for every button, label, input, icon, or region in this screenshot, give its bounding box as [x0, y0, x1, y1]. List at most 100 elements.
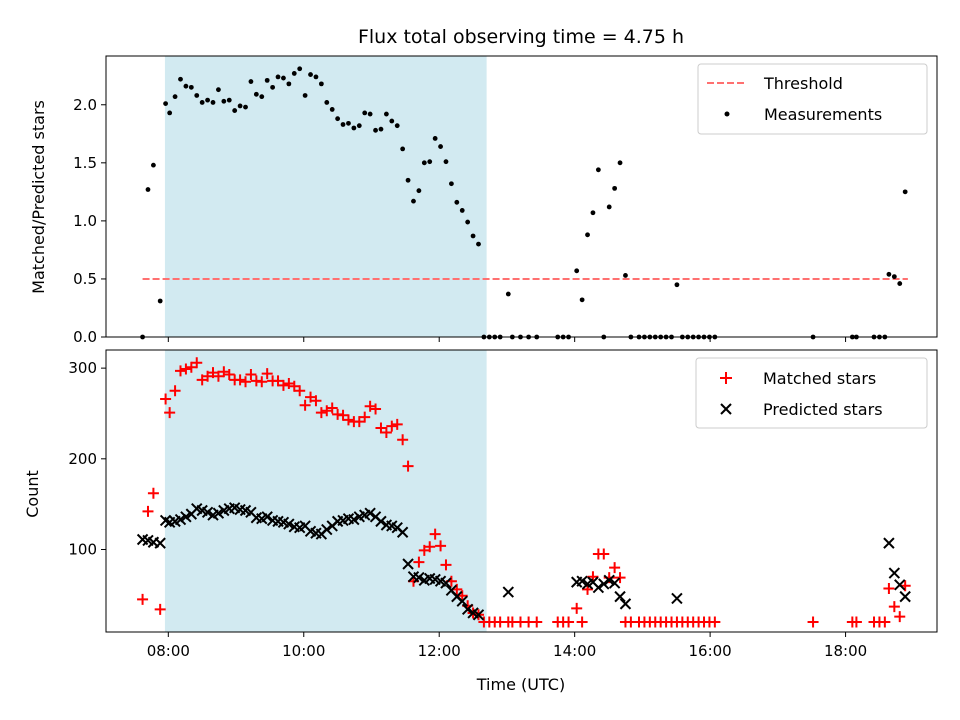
measurement-point [199, 100, 205, 105]
matched-star-point [424, 541, 436, 553]
measurement-point [421, 160, 427, 166]
matched-star-point [576, 616, 588, 628]
measurement-point [313, 74, 319, 80]
matched-star-point [326, 402, 338, 414]
matched-star-point [609, 562, 621, 574]
counts-x-axis: 08:00 10:00 12:00 14:00 16:00 18:00 [147, 632, 867, 660]
matched-star-point [440, 559, 452, 571]
measurement-point [590, 210, 596, 216]
y-tick-label: 0.5 [73, 270, 97, 288]
measurement-point [210, 100, 216, 105]
counts-shaded-interval [164, 350, 487, 632]
matched-star-point [531, 616, 543, 628]
measurement-point [470, 233, 476, 239]
measurement-point [205, 97, 210, 103]
legend-predicted-swatch [720, 403, 732, 415]
measurement-point [243, 104, 248, 110]
counts-legend-box [695, 357, 928, 429]
predicted-star-point [576, 575, 588, 587]
measurement-point [411, 198, 416, 204]
measurement-point [259, 94, 265, 100]
y-tick-label: 200 [68, 450, 97, 468]
chart-title: Flux total observing time = 4.75 h [358, 26, 684, 48]
measurement-point [574, 268, 580, 274]
counts-panel: 100 200 300 08:00 10:00 12:00 14:00 16:00 18:00… [23, 349, 938, 694]
predicted-star-point [614, 590, 626, 603]
y-tick-label: 1.5 [73, 154, 97, 172]
matched-star-point [894, 611, 906, 623]
measurement-point [253, 91, 259, 97]
measurement-point [476, 241, 481, 247]
matched-star-point [397, 434, 409, 446]
measurement-point [454, 199, 460, 205]
legend-measurements-swatch [724, 111, 730, 117]
matched-star-point [223, 368, 235, 380]
matched-star-point [571, 602, 583, 614]
predicted-star-point [671, 592, 683, 605]
measurement-point [416, 188, 422, 194]
measurement-point [623, 273, 628, 278]
measurement-point [163, 101, 168, 107]
matched-star-point [180, 363, 192, 375]
predicted-star-point [461, 603, 474, 616]
ratio-panel: 0.00.51.01.52.0 Matched/Predicted stars … [29, 55, 938, 346]
x-tick-label: 14:00 [553, 642, 596, 660]
x-tick-label: 08:00 [147, 642, 190, 660]
matched-star-point [370, 403, 382, 415]
matched-star-point [380, 427, 392, 439]
matched-star-point [234, 374, 246, 386]
matched-star-point [342, 414, 354, 426]
predicted-star-point [598, 578, 610, 590]
y-tick-label: 300 [68, 359, 97, 377]
predicted-stars-series [136, 502, 911, 621]
measurement-point [351, 125, 357, 131]
matched-star-point [587, 571, 599, 583]
legend-measurements-label: Measurements [764, 105, 882, 124]
measurement-point [172, 94, 178, 100]
measurement-point [340, 122, 346, 127]
predicted-star-point [180, 511, 192, 523]
predicted-star-point [396, 526, 409, 538]
matched-star-point [435, 540, 447, 552]
matched-star-point [402, 460, 414, 472]
matched-star-point [164, 407, 176, 419]
matched-star-point [169, 385, 181, 397]
matched-star-point [563, 616, 575, 628]
measurement-point [443, 159, 449, 165]
x-tick-label: 12:00 [418, 642, 461, 660]
measurement-point [178, 76, 183, 82]
predicted-star-point [348, 513, 360, 526]
matched-star-point [888, 601, 900, 613]
measurement-point [324, 100, 330, 105]
predicted-star-point [472, 609, 485, 621]
measurement-point [438, 144, 443, 149]
measurement-point [356, 123, 362, 129]
measurement-point [188, 84, 194, 90]
predicted-star-point [456, 595, 468, 607]
measurement-point [902, 189, 908, 195]
measurement-point [389, 118, 395, 124]
measurement-point [264, 77, 270, 83]
measurement-point [606, 204, 612, 210]
measurement-point [248, 79, 254, 84]
matched-stars-series [137, 357, 911, 628]
matched-star-point [310, 395, 322, 407]
matched-star-point [294, 385, 306, 397]
predicted-star-point [619, 598, 632, 610]
measurement-point [281, 75, 286, 81]
predicted-star-point [899, 590, 911, 603]
matched-star-point [299, 399, 311, 411]
matched-star-point [277, 379, 289, 391]
predicted-star-point [261, 511, 273, 523]
matched-star-point [850, 616, 862, 628]
predicted-star-point [883, 537, 895, 549]
measurement-point [674, 282, 680, 288]
measurement-point [329, 107, 335, 112]
measurement-point [427, 159, 433, 165]
ratio-legend: Threshold Measurements [697, 63, 928, 135]
matched-star-point [174, 365, 186, 377]
matched-star-point [261, 368, 273, 380]
measurement-point [194, 93, 200, 98]
matched-star-point [429, 528, 441, 540]
matched-star-point [315, 407, 327, 419]
